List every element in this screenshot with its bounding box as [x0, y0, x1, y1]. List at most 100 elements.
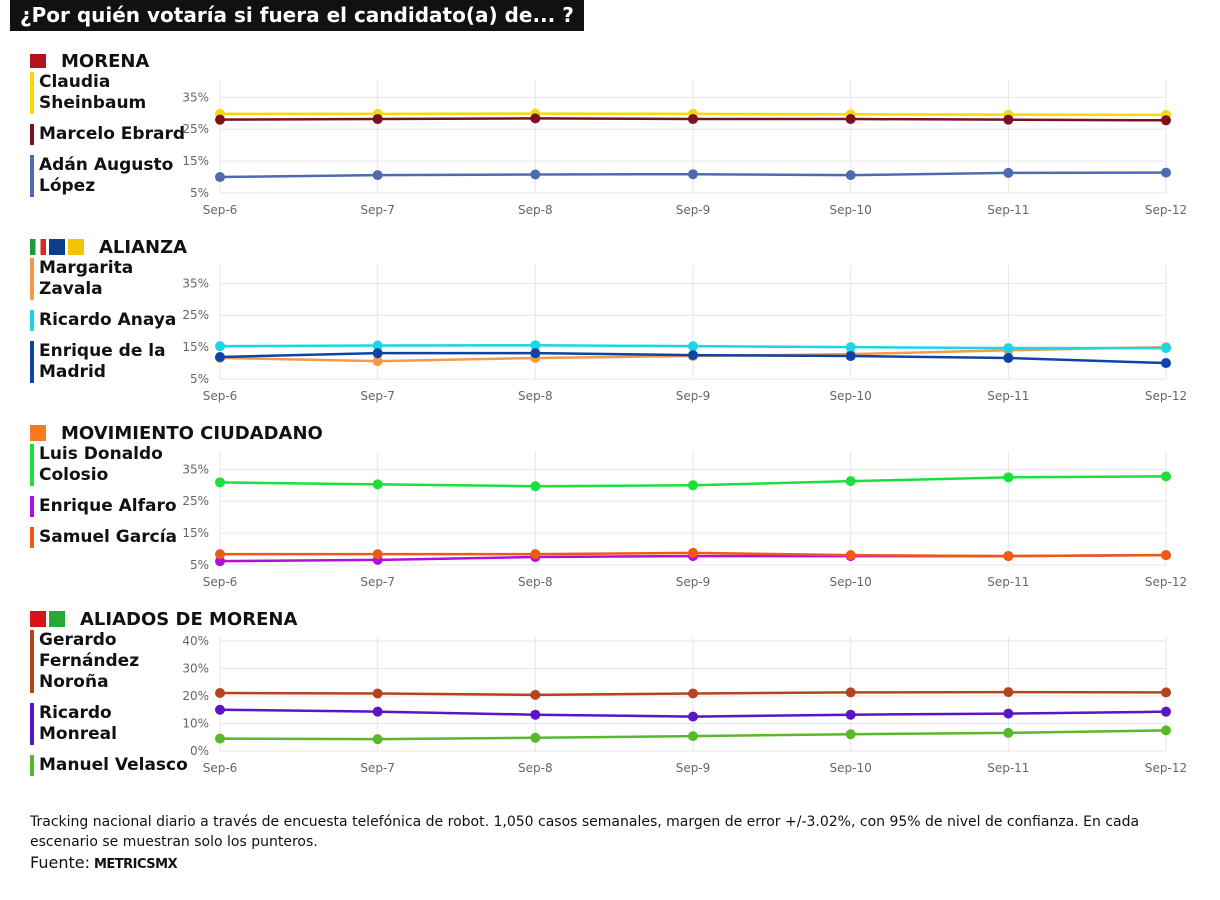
y-tick-label: 35%: [182, 276, 209, 290]
legend-entry: Ricardo Anaya: [30, 310, 190, 331]
x-tick-label: Sep-8: [518, 575, 553, 589]
legend-entry: Marcelo Ebrard: [30, 124, 190, 145]
data-point: [372, 549, 383, 560]
panel-header: ALIANZA: [30, 236, 187, 258]
y-tick-label: 35%: [182, 90, 209, 104]
panel-title: MOVIMIENTO CIUDADANO: [61, 422, 323, 444]
data-point: [1003, 551, 1014, 562]
data-point: [215, 114, 225, 125]
x-tick-label: Sep-12: [1145, 203, 1187, 217]
footnote: Tracking nacional diario a través de enc…: [30, 814, 1140, 850]
x-tick-label: Sep-10: [830, 389, 872, 403]
party-logo: [49, 611, 65, 627]
data-point: [688, 547, 698, 558]
x-tick-label: Sep-12: [1145, 389, 1187, 403]
data-point: [215, 549, 225, 560]
data-point: [688, 731, 698, 742]
data-point: [1003, 343, 1014, 354]
party-logo: [49, 239, 65, 255]
page-title: ¿Por quién votaría si fuera el candidato…: [10, 0, 584, 31]
x-tick-label: Sep-9: [676, 203, 711, 217]
data-point: [215, 341, 225, 352]
x-tick-label: Sep-6: [203, 203, 238, 217]
data-point: [1161, 550, 1171, 561]
x-tick-label: Sep-10: [830, 761, 872, 775]
data-point: [845, 550, 856, 561]
legend-entry: Enrique Alfaro: [30, 496, 190, 517]
y-tick-label: 5%: [190, 372, 209, 386]
data-point: [215, 352, 225, 362]
data-point: [845, 170, 856, 181]
data-point: [1003, 167, 1014, 178]
legend-entry: Luis Donaldo Colosio: [30, 444, 190, 486]
x-tick-label: Sep-10: [830, 575, 872, 589]
data-point: [845, 709, 856, 720]
data-point: [1003, 708, 1014, 719]
party-logo: [30, 239, 46, 255]
panel-title: ALIANZA: [99, 236, 188, 258]
data-point: [372, 688, 383, 699]
legend: Gerardo Fernández Noroña Ricardo Monreal M…: [30, 630, 190, 786]
data-point: [530, 709, 541, 720]
x-tick-label: Sep-8: [518, 761, 553, 775]
legend-entry: Adán Augusto López: [30, 155, 190, 197]
data-point: [688, 480, 698, 491]
data-point: [530, 340, 541, 351]
panel-header: ALIADOS DE MORENA: [30, 608, 297, 630]
data-point: [372, 340, 383, 351]
legend-entry: Margarita Zavala: [30, 258, 190, 300]
x-tick-label: Sep-9: [676, 575, 711, 589]
y-tick-label: 25%: [182, 122, 209, 136]
y-tick-label: 25%: [182, 308, 209, 322]
x-tick-label: Sep-11: [987, 389, 1029, 403]
data-point: [215, 733, 225, 744]
data-point: [845, 342, 856, 353]
data-point: [688, 688, 698, 699]
data-point: [530, 169, 541, 180]
data-point: [215, 556, 225, 567]
y-tick-label: 15%: [182, 526, 209, 540]
data-point: [1003, 114, 1014, 125]
data-point: [1161, 706, 1171, 717]
x-tick-label: Sep-6: [203, 389, 238, 403]
data-point: [688, 169, 698, 180]
x-tick-label: Sep-8: [518, 203, 553, 217]
panel: ALIANZA Margarita Zavala Ricardo Anaya Enr…: [0, 236, 1220, 422]
data-point: [372, 114, 383, 125]
x-tick-label: Sep-11: [987, 761, 1029, 775]
y-tick-label: 5%: [190, 558, 209, 572]
panel-header: MORENA: [30, 50, 149, 72]
data-point: [372, 479, 383, 490]
y-tick-label: 30%: [182, 662, 209, 676]
party-logo: [30, 54, 46, 68]
data-point: [530, 348, 541, 359]
data-point: [372, 356, 383, 367]
party-logo: [68, 239, 84, 255]
data-point: [1161, 343, 1171, 354]
x-tick-label: Sep-6: [203, 761, 238, 775]
source-logo: METRICSMX: [93, 857, 178, 872]
y-tick-label: 15%: [182, 154, 209, 168]
x-tick-label: Sep-12: [1145, 575, 1187, 589]
legend-entry: Ricardo Monreal: [30, 703, 190, 745]
x-tick-label: Sep-9: [676, 389, 711, 403]
chart: Sep-6 Sep-7 Sep-8 Sep-9 Sep-10 Sep-11 Sep-12 5%…: [182, 79, 1187, 217]
data-point: [688, 711, 698, 722]
data-point: [215, 704, 225, 715]
panel-header: MOVIMIENTO CIUDADANO: [30, 422, 323, 444]
data-point: [1003, 352, 1014, 363]
x-tick-label: Sep-6: [203, 575, 238, 589]
data-point: [530, 689, 541, 700]
y-tick-label: 5%: [190, 186, 209, 200]
x-tick-label: Sep-10: [830, 203, 872, 217]
y-tick-label: 20%: [182, 689, 209, 703]
data-point: [1161, 358, 1171, 369]
y-tick-label: 35%: [182, 462, 209, 476]
y-tick-label: 10%: [182, 717, 209, 731]
data-point: [845, 729, 856, 740]
data-point: [530, 732, 541, 743]
data-point: [1003, 687, 1014, 698]
x-tick-label: Sep-7: [360, 389, 395, 403]
x-tick-label: Sep-12: [1145, 761, 1187, 775]
legend-entry: Gerardo Fernández Noroña: [30, 630, 190, 693]
